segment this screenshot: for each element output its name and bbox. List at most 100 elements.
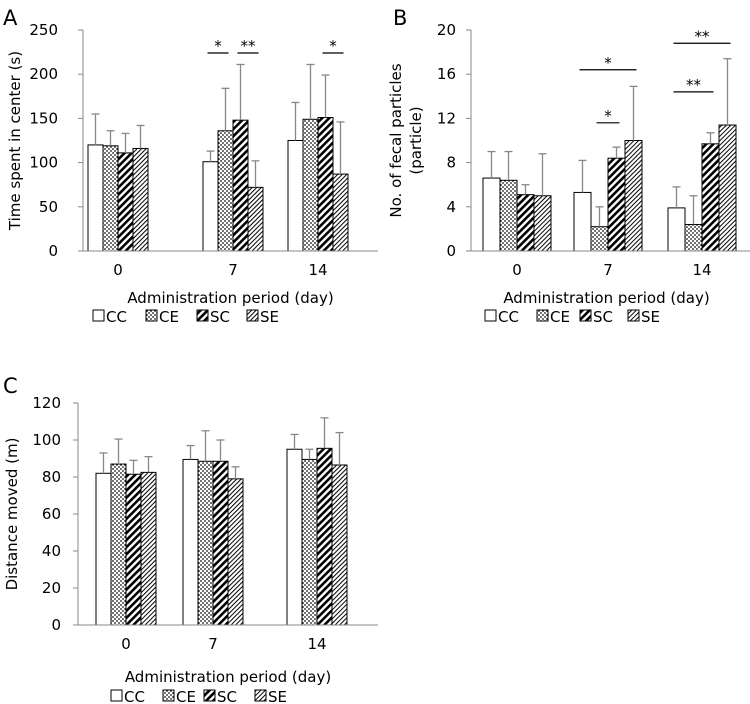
bar-cc-day-14 xyxy=(287,140,304,252)
panel-c: C 0 20 40 60 80 100 120 0 7 14 Administration perio… xyxy=(3,374,378,704)
bar-se-day-0 xyxy=(533,195,552,252)
legend-swatch-sc xyxy=(196,309,209,322)
legend-swatch-sc xyxy=(203,689,216,702)
significance-label: * xyxy=(604,54,612,72)
bar-sc-day-7 xyxy=(232,119,249,252)
legend-swatch-ce xyxy=(162,689,175,702)
panel-letter: B xyxy=(393,6,407,30)
y-tick-label: 50 xyxy=(39,198,58,216)
y-tick-label: 0 xyxy=(48,242,58,260)
legend-swatch-ce xyxy=(145,309,158,322)
legend-label-cc: CC xyxy=(106,308,127,326)
bar-se-day-0 xyxy=(140,471,157,626)
bar-ce-day-14 xyxy=(302,118,319,252)
y-tick-label: 80 xyxy=(42,468,61,486)
bar-sc-day-14 xyxy=(316,447,333,626)
legend-swatch-cc xyxy=(484,309,497,322)
significance-label: ** xyxy=(686,76,702,94)
bar-sc-day-14 xyxy=(317,117,334,252)
y-tick-label: 120 xyxy=(32,394,61,412)
legend-label-se: SE xyxy=(268,688,287,704)
bar-cc-day-0 xyxy=(87,144,104,252)
bar-ce-day-0 xyxy=(110,463,127,626)
y-tick-label: 100 xyxy=(29,154,58,172)
bar-cc-day-14 xyxy=(286,448,303,626)
bar-cc-day-7 xyxy=(182,458,199,626)
significance-label: ** xyxy=(695,27,711,45)
y-tick-label: 100 xyxy=(32,431,61,449)
bar-sc-day-7 xyxy=(212,460,229,626)
legend-label-se: SE xyxy=(641,308,660,326)
y-axis-title: Time spent in center (s) xyxy=(6,51,24,231)
panel-letter: C xyxy=(3,374,18,398)
bar-ce-day-14 xyxy=(684,223,703,252)
bar-sc-day-0 xyxy=(125,473,142,626)
y-tick-label: 0 xyxy=(446,242,456,260)
bar-ce-day-7 xyxy=(217,130,234,252)
significance-label: * xyxy=(329,37,337,55)
x-axis-title: Administration period (day) xyxy=(127,289,333,307)
bar-sc-day-14 xyxy=(701,143,720,252)
y-tick-label: 150 xyxy=(29,109,58,127)
x-tick-label: 14 xyxy=(308,261,327,279)
legend-label-sc: SC xyxy=(593,308,613,326)
y-tick-label: 8 xyxy=(446,154,456,172)
x-axis-title: Administration period (day) xyxy=(125,668,331,686)
y-tick-label: 40 xyxy=(42,542,61,560)
y-tick-label: 200 xyxy=(29,65,58,83)
legend-label-sc: SC xyxy=(210,308,230,326)
y-tick-label: 60 xyxy=(42,505,61,523)
legend-swatch-se xyxy=(246,309,259,322)
x-tick-label: 7 xyxy=(228,261,238,279)
bar-cc-day-0 xyxy=(482,177,501,252)
legend-label-cc: CC xyxy=(498,308,519,326)
significance-label: * xyxy=(214,37,222,55)
legend-label-ce: CE xyxy=(550,308,570,326)
bar-se-day-7 xyxy=(227,478,244,626)
bar-sc-day-0 xyxy=(516,194,535,252)
y-tick-label: 250 xyxy=(29,21,58,39)
bar-se-day-0 xyxy=(132,147,149,252)
y-axis-title: (particle) xyxy=(407,106,425,174)
legend-swatch-se xyxy=(627,309,640,322)
legend-label-cc: CC xyxy=(124,688,145,704)
legend-swatch-ce xyxy=(536,309,549,322)
legend-label-ce: CE xyxy=(159,308,179,326)
bar-se-day-14 xyxy=(331,464,348,626)
legend-label-se: SE xyxy=(260,308,279,326)
y-axis-title: Distance moved (m) xyxy=(3,438,21,591)
bar-ce-day-0 xyxy=(102,145,119,252)
bar-cc-day-7 xyxy=(573,191,592,252)
significance-label: * xyxy=(604,107,612,125)
bar-se-day-7 xyxy=(624,140,643,252)
legend-label-sc: SC xyxy=(217,688,237,704)
x-tick-label: 14 xyxy=(692,261,711,279)
bar-sc-day-7 xyxy=(607,157,626,252)
significance-label: ** xyxy=(241,37,257,55)
y-axis-title: No. of fecal particles xyxy=(387,63,405,217)
y-tick-label: 0 xyxy=(51,616,61,634)
bar-ce-day-0 xyxy=(499,179,518,252)
legend-label-ce: CE xyxy=(176,688,196,704)
bar-ce-day-7 xyxy=(590,226,609,252)
panel-letter: A xyxy=(3,6,18,30)
y-tick-label: 12 xyxy=(437,109,456,127)
bar-se-day-7 xyxy=(247,186,264,252)
bar-se-day-14 xyxy=(718,124,737,252)
x-tick-label: 7 xyxy=(603,261,613,279)
bar-se-day-14 xyxy=(332,173,349,252)
bar-ce-day-14 xyxy=(301,458,318,626)
legend-swatch-cc xyxy=(110,689,123,702)
legend-swatch-se xyxy=(254,689,267,702)
bar-cc-day-7 xyxy=(202,161,219,252)
y-tick-label: 16 xyxy=(437,65,456,83)
y-tick-label: 4 xyxy=(446,198,456,216)
legend-swatch-sc xyxy=(579,309,592,322)
bar-ce-day-7 xyxy=(197,460,214,626)
bar-cc-day-0 xyxy=(95,472,112,626)
legend-swatch-cc xyxy=(92,309,105,322)
x-tick-label: 0 xyxy=(121,635,131,653)
